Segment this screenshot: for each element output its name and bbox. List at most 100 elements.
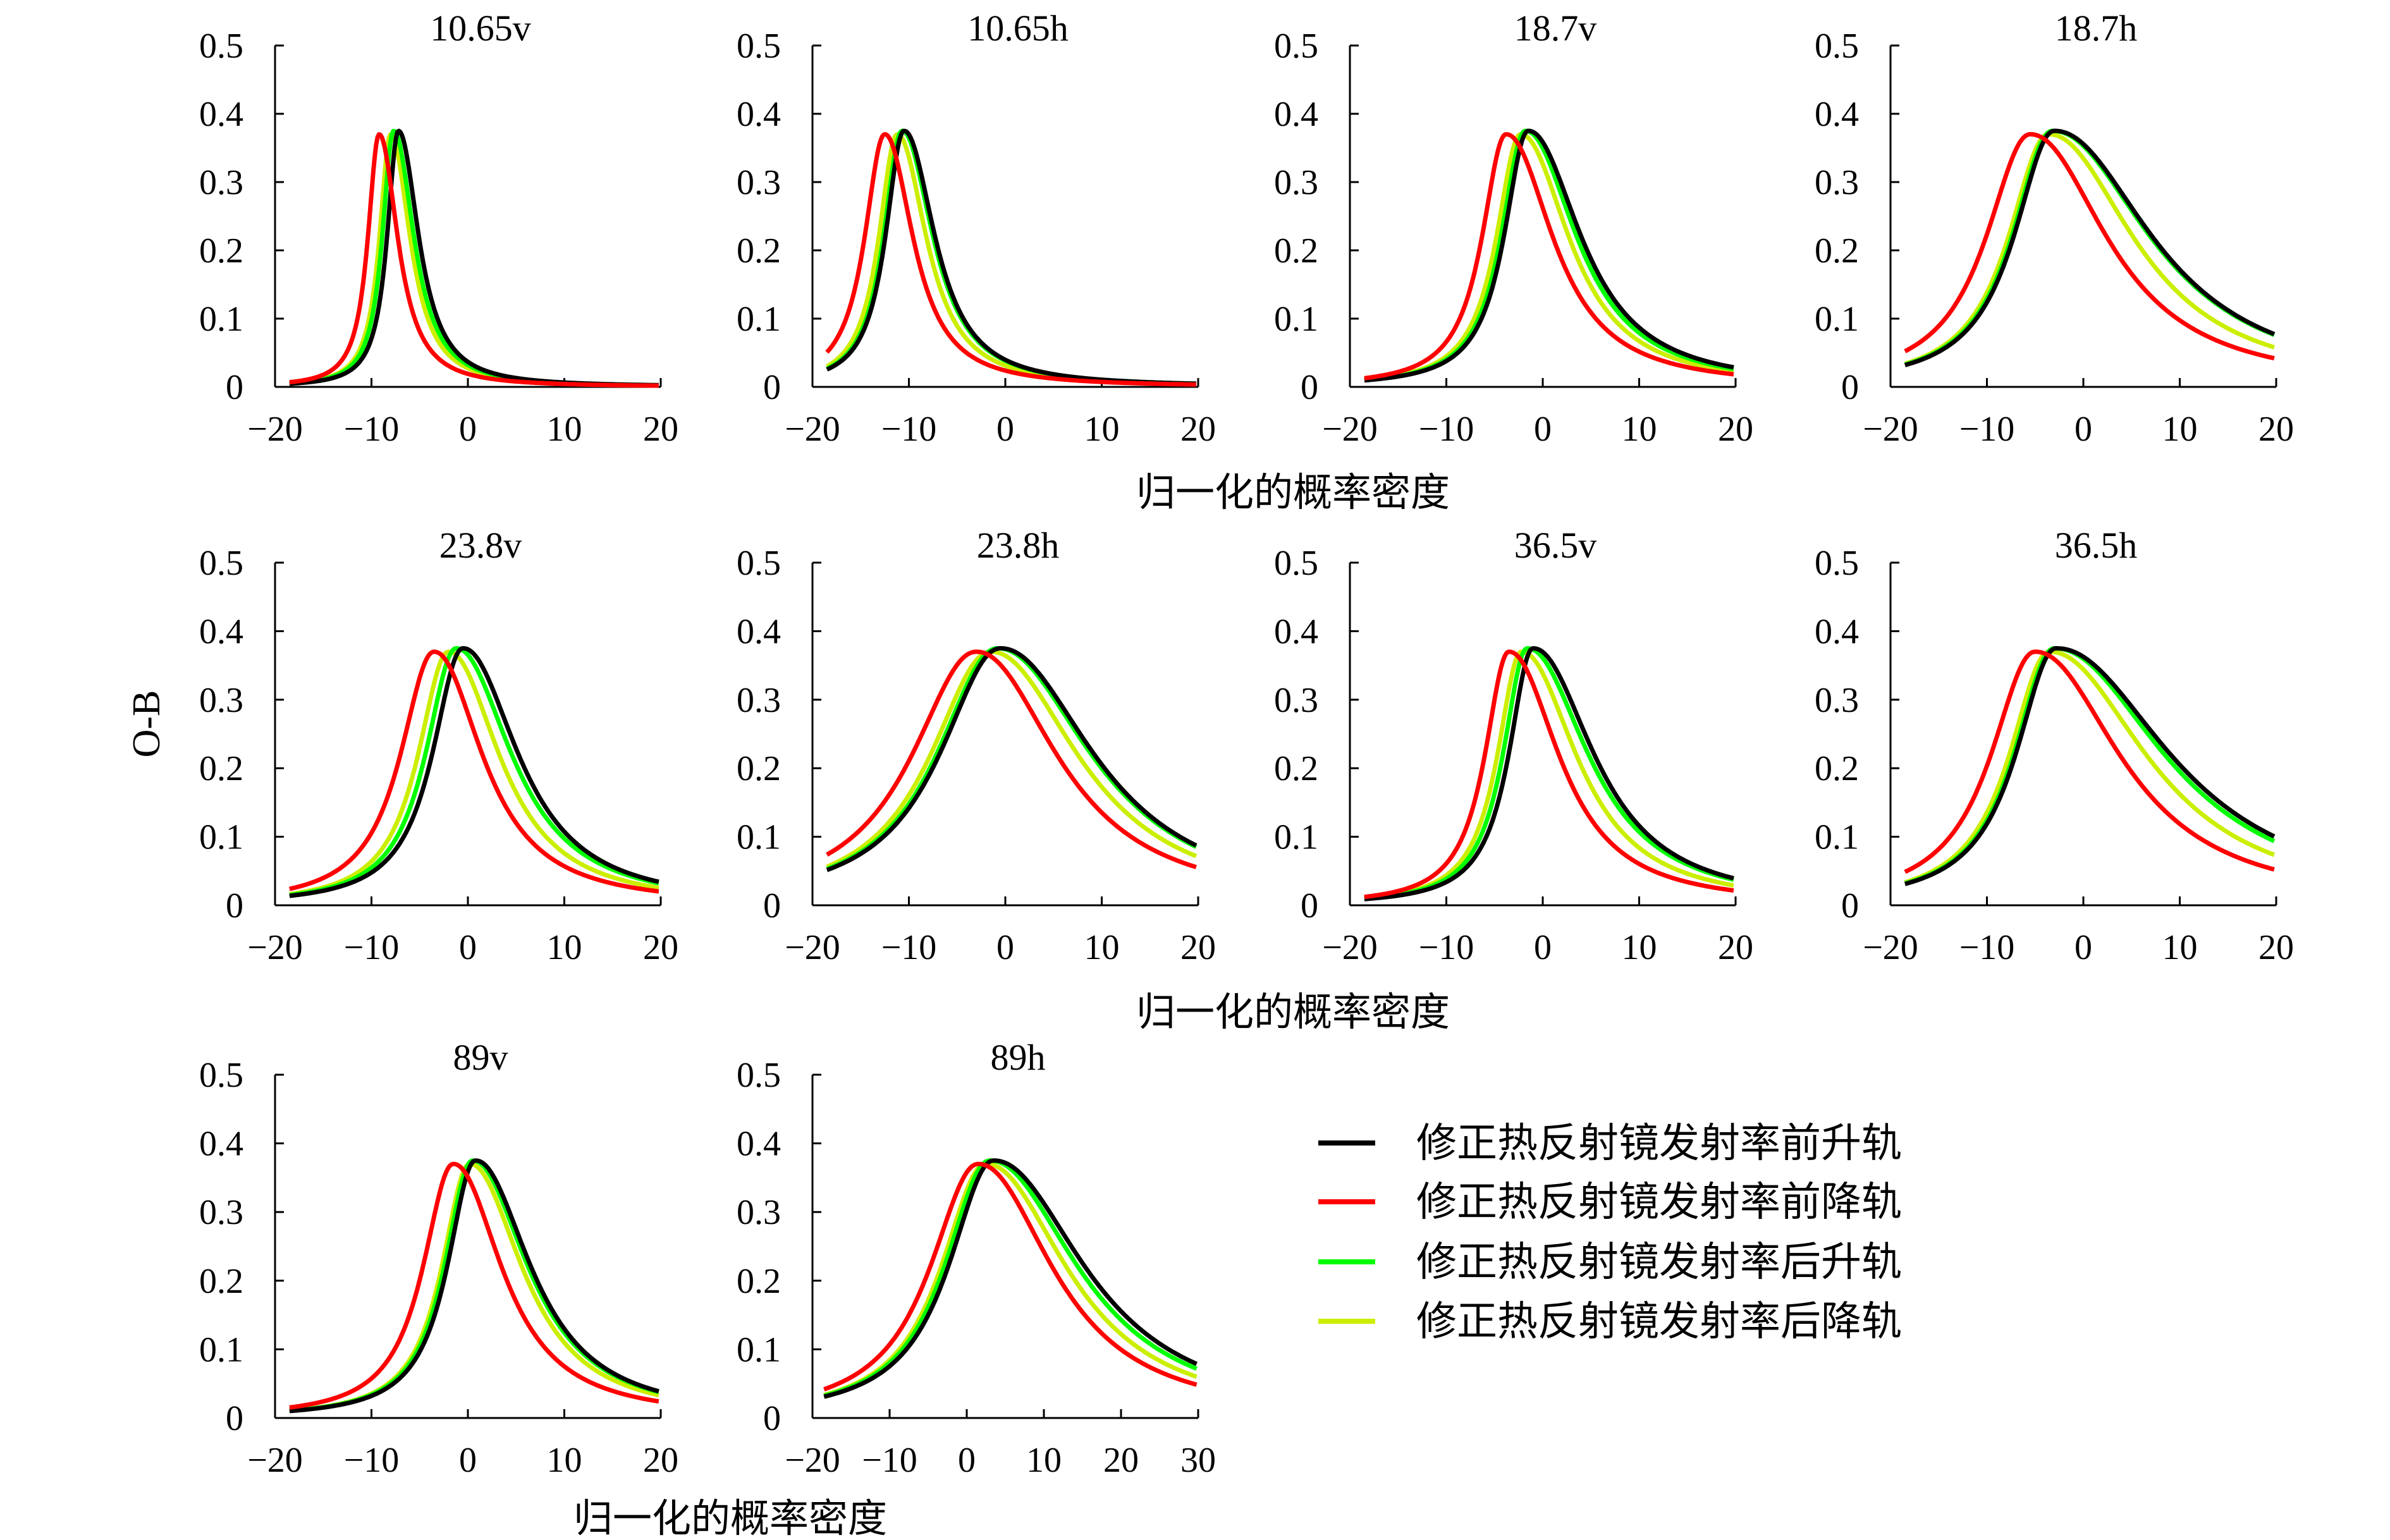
y-tick-label: 0	[763, 1399, 781, 1438]
y-tick-label: 0.4	[199, 612, 243, 651]
y-tick-label: 0	[763, 368, 781, 407]
x-tick-label: −10	[1959, 410, 2015, 449]
y-tick-label: 0.3	[1274, 163, 1318, 202]
x-tick-label: 0	[459, 1441, 477, 1480]
y-tick-label: 0.3	[1815, 681, 1859, 720]
series-line-0	[288, 128, 660, 388]
y-tick-label: 0	[1841, 886, 1859, 926]
x-tick-label: 0	[958, 1441, 976, 1480]
y-tick-label: 0.3	[199, 681, 243, 720]
y-tick-label: 0.2	[1815, 749, 1859, 788]
series-line-1	[825, 131, 1198, 387]
y-tick-label: 0.5	[737, 544, 781, 583]
series-line-0	[1904, 128, 2276, 367]
x-tick-label: 0	[1534, 928, 1552, 967]
x-axis-title-row-2: 归一化的概率密度	[1136, 991, 1450, 1034]
series-line-3	[288, 1161, 660, 1413]
x-tick-label: −10	[344, 928, 400, 967]
series-line-2	[1363, 128, 1735, 382]
y-tick-label: 0.4	[737, 1125, 781, 1164]
y-tick-label: 0.5	[1274, 544, 1318, 583]
x-tick-label: 10	[1084, 410, 1120, 449]
y-tick-label: 0.5	[199, 544, 243, 583]
x-tick-label: −20	[1322, 410, 1378, 449]
y-tick-label: 0	[1841, 368, 1859, 407]
y-tick-label: 0.2	[199, 749, 243, 788]
x-tick-label: 10	[547, 928, 582, 967]
legend-label-1: 修正热反射镜发射率前降轨	[1416, 1180, 1902, 1225]
panel-title: 89v	[453, 1037, 508, 1078]
y-tick-label: 0	[1301, 368, 1318, 407]
y-tick-label: 0.3	[737, 163, 781, 202]
x-tick-label: 0	[459, 410, 477, 449]
x-tick-label: 20	[643, 1441, 678, 1480]
series-line-0	[1904, 646, 2276, 886]
x-tick-label: −20	[1863, 928, 1918, 967]
y-tick-label: 0.4	[737, 612, 781, 651]
x-tick-label: 20	[1718, 410, 1753, 449]
panel-23.8v: 23.8v 0 0.1 0.2 0.3 0.4 0.5 −20 −10 0 10 20	[199, 525, 678, 967]
series-line-1	[288, 1161, 660, 1410]
y-tick-label: 0.5	[199, 27, 243, 66]
x-tick-label: 20	[1718, 928, 1753, 967]
x-tick-label: −10	[344, 410, 400, 449]
y-axis-title: O-B	[125, 690, 168, 758]
y-tick-label: 0.2	[1274, 231, 1318, 271]
series-line-1	[1904, 649, 2276, 874]
x-tick-label: 20	[2258, 410, 2294, 449]
panel-23.8h: 23.8h 0 0.1 0.2 0.3 0.4 0.5 −20 −10 0 10 20	[737, 525, 1216, 967]
x-tick-label: 10	[2162, 928, 2198, 967]
x-tick-label: 20	[1180, 410, 1216, 449]
panel-10.65v: 10.65v 0 0.1 0.2 0.3 0.4 0.5 −20 −10 0 10 20	[199, 8, 678, 449]
panel-title: 36.5v	[1514, 525, 1597, 566]
x-tick-label: 0	[2074, 410, 2092, 449]
series-line-3	[1363, 131, 1735, 382]
panel-title: 10.65v	[430, 8, 531, 49]
y-tick-label: 0.1	[199, 300, 243, 339]
x-tick-label: −10	[1959, 928, 2015, 967]
y-tick-label: 0	[226, 1399, 243, 1438]
x-tick-label: 10	[547, 1441, 582, 1480]
series-line-1	[1363, 131, 1735, 381]
x-tick-label: 0	[996, 928, 1014, 967]
y-tick-label: 0.3	[1274, 681, 1318, 720]
x-tick-label: −10	[1419, 928, 1474, 967]
series-line-1	[1363, 649, 1735, 900]
series-line-0	[826, 128, 1198, 386]
x-tick-label: −20	[247, 928, 303, 967]
x-tick-label: −10	[881, 928, 937, 967]
y-tick-label: 0.2	[199, 1262, 243, 1301]
x-tick-label: 0	[2074, 928, 2092, 967]
x-tick-label: 0	[1534, 410, 1552, 449]
y-tick-label: 0.3	[1815, 163, 1859, 202]
y-tick-label: 0.1	[737, 300, 781, 339]
panel-title: 18.7v	[1514, 8, 1597, 49]
x-tick-label: 10	[1084, 928, 1120, 967]
panel-title: 10.65h	[967, 8, 1069, 49]
x-tick-label: −20	[785, 410, 840, 449]
panel-89h: 89h 0 0.1 0.2 0.3 0.4 0.5 −20 −10 0 10 20 30	[737, 1037, 1216, 1480]
series-line-3	[826, 649, 1198, 869]
x-tick-label: 0	[459, 928, 477, 967]
panel-title: 23.8h	[977, 525, 1060, 566]
y-tick-label: 0.5	[737, 1056, 781, 1095]
x-tick-label: 10	[1026, 1441, 1062, 1480]
x-axis-title-row-3: 归一化的概率密度	[573, 1498, 887, 1540]
y-tick-label: 0.2	[1815, 231, 1859, 271]
series-line-0	[826, 646, 1198, 872]
panel-10.65h: 10.65h 0 0.1 0.2 0.3 0.4 0.5 −20 −10 0 10 20	[737, 8, 1216, 449]
x-tick-label: −20	[785, 1441, 840, 1480]
x-tick-label: −20	[247, 1441, 303, 1480]
series-line-0	[1363, 646, 1735, 901]
x-tick-label: 20	[1180, 928, 1216, 967]
y-tick-label: 0.5	[1274, 27, 1318, 66]
panel-36.5v: 36.5v 0 0.1 0.2 0.3 0.4 0.5 −20 −10 0 10 20	[1274, 525, 1753, 967]
x-tick-label: 10	[547, 410, 582, 449]
x-tick-label: −20	[785, 928, 840, 967]
x-axis-title-row-1: 归一化的概率密度	[1136, 472, 1450, 515]
y-tick-label: 0.1	[199, 818, 243, 857]
x-tick-label: −10	[1419, 410, 1474, 449]
series-line-0	[823, 1158, 1198, 1399]
series-line-1	[288, 649, 660, 894]
